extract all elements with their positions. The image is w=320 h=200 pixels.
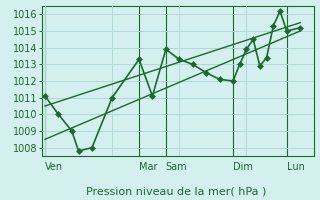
Text: Pression niveau de la mer( hPa ): Pression niveau de la mer( hPa ) bbox=[86, 186, 266, 196]
Text: Lun: Lun bbox=[287, 162, 305, 172]
Text: Ven: Ven bbox=[45, 162, 63, 172]
Text: Mar: Mar bbox=[139, 162, 157, 172]
Text: Dim: Dim bbox=[233, 162, 253, 172]
Text: Sam: Sam bbox=[166, 162, 188, 172]
